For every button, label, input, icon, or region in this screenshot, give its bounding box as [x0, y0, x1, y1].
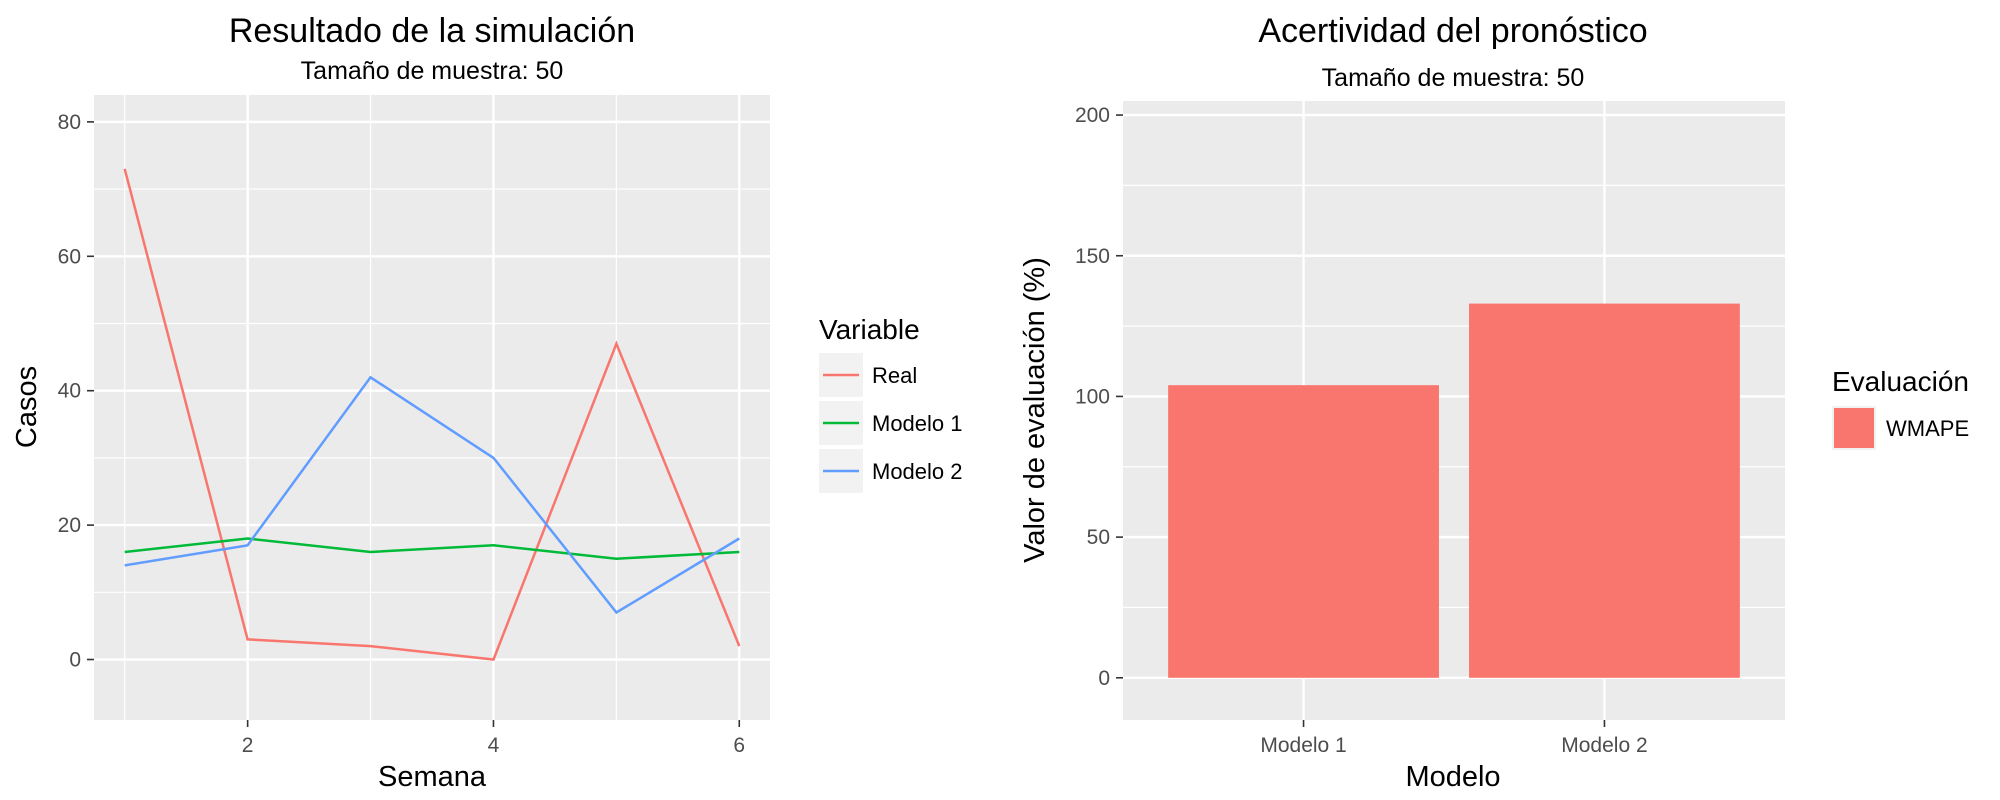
- line-chart-x-axis: 2 4 6: [242, 720, 745, 757]
- line-chart-title: Resultado de la simulación: [229, 12, 635, 50]
- bar-chart-x-axis-title: Modelo: [1405, 761, 1500, 793]
- bar-modelo-1: [1168, 385, 1439, 678]
- line-chart-legend: Variable Real Modelo 1 Modelo 2: [819, 314, 963, 493]
- x-tick-label: 2: [242, 734, 254, 757]
- bar-chart-legend-title: Evaluación: [1832, 366, 1969, 397]
- y-tick-label: 200: [1075, 104, 1110, 127]
- legend-swatch: [1834, 408, 1874, 448]
- y-tick-label: 80: [58, 111, 81, 134]
- y-tick-label: 100: [1075, 385, 1110, 408]
- line-chart-y-axis: 0 20 40 60 80: [58, 111, 94, 672]
- y-tick-label: 60: [58, 245, 81, 268]
- bar-chart-x-axis: Modelo 1 Modelo 2: [1260, 720, 1648, 757]
- legend-label: WMAPE: [1886, 416, 1969, 441]
- line-chart-grid: [94, 95, 770, 720]
- y-tick-label: 0: [69, 649, 81, 672]
- legend-label: Real: [872, 363, 917, 388]
- y-tick-label: 0: [1098, 667, 1110, 690]
- bar-chart-y-axis-title: Valor de evaluación (%): [1019, 257, 1051, 563]
- y-tick-label: 20: [58, 514, 81, 537]
- bar-chart: Acertividad del pronóstico Tamaño de mue…: [1019, 12, 1969, 793]
- legend-label: Modelo 2: [872, 459, 963, 484]
- line-chart-x-axis-title: Semana: [378, 761, 487, 793]
- bar-modelo-2: [1469, 303, 1740, 678]
- line-chart-legend-title: Variable: [819, 314, 920, 345]
- x-tick-label: Modelo 2: [1561, 734, 1647, 757]
- line-chart-subtitle: Tamaño de muestra: 50: [301, 57, 564, 85]
- series-line-real: [123, 168, 741, 661]
- y-tick-label: 50: [1087, 526, 1110, 549]
- y-tick-label: 40: [58, 380, 81, 403]
- x-tick-label: 4: [488, 734, 500, 757]
- legend-item-modelo-2: Modelo 2: [819, 449, 963, 493]
- legend-item-modelo-1: Modelo 1: [819, 401, 963, 445]
- bar-chart-bars: [1168, 303, 1740, 678]
- bar-chart-y-axis: 0 50 100 150 200: [1075, 104, 1123, 690]
- line-chart-series: [123, 168, 741, 661]
- x-tick-label: 6: [733, 734, 745, 757]
- series-line-modelo-2: [124, 375, 740, 615]
- legend-label: Modelo 1: [872, 411, 963, 436]
- bar-chart-title: Acertividad del pronóstico: [1258, 12, 1647, 50]
- x-tick-label: Modelo 1: [1260, 734, 1346, 757]
- bar-chart-legend: Evaluación WMAPE: [1832, 366, 1969, 450]
- line-chart-panel: [94, 95, 770, 720]
- legend-item-wmape: WMAPE: [1832, 406, 1969, 450]
- series-line-modelo-1: [124, 537, 740, 560]
- y-tick-label: 150: [1075, 245, 1110, 268]
- line-chart: Resultado de la simulación Tamaño de mue…: [11, 12, 963, 793]
- line-chart-y-axis-title: Casos: [11, 366, 43, 448]
- legend-item-real: Real: [819, 353, 917, 397]
- bar-chart-subtitle: Tamaño de muestra: 50: [1322, 64, 1585, 92]
